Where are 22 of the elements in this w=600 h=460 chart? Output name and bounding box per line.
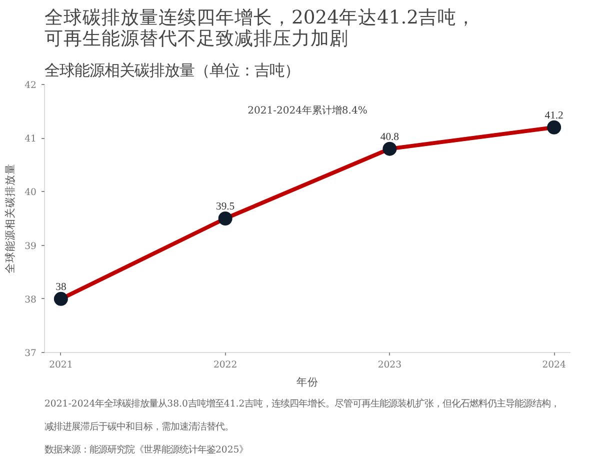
x-tick-label: 2023 bbox=[378, 360, 402, 370]
x-axis-title: 年份 bbox=[296, 376, 318, 388]
y-tick-label: 42 bbox=[24, 80, 37, 91]
chart-title: 全球碳排放量连续四年增长，2024年达41.2吉吨，可再生能源替代不足致减排压力加剧 bbox=[44, 8, 476, 50]
data-label: 40.8 bbox=[380, 132, 400, 143]
text: 2021-2024年全球碳排放量从38.0吉吨增至41.2吉吨，连续四年增长。尽管可再生能源装机扩张，但化石燃料仍主导能源结构， bbox=[44, 398, 560, 410]
x-tick-label: 2022 bbox=[213, 360, 238, 370]
data-label: 41.2 bbox=[544, 110, 564, 122]
y-tick-label: 37 bbox=[24, 348, 37, 359]
y-tick-label: 41 bbox=[24, 134, 37, 145]
source-note: 数据来源：能源研究院《世界能源统计年鉴2025》 bbox=[44, 444, 248, 456]
y-tick-label: 39 bbox=[24, 240, 37, 252]
y-tick-label: 38 bbox=[24, 294, 37, 306]
chart-subtitle: 全球能源相关碳排放量（单位：吉吨） bbox=[44, 62, 300, 80]
x-tick-label: 2024 bbox=[542, 360, 566, 370]
y-axis-title: 全球能源相关碳排放量 bbox=[4, 164, 17, 274]
x-tick-label: 2021 bbox=[49, 360, 73, 370]
annotation: 2021-2024年累计增8.4% bbox=[248, 104, 368, 117]
data-label: 38 bbox=[56, 282, 66, 293]
y-tick-label: 40 bbox=[24, 187, 37, 198]
data-label: 39.5 bbox=[216, 202, 235, 212]
text: 减排进展滞后于碳中和目标，需加速清洁替代。 bbox=[44, 422, 234, 432]
